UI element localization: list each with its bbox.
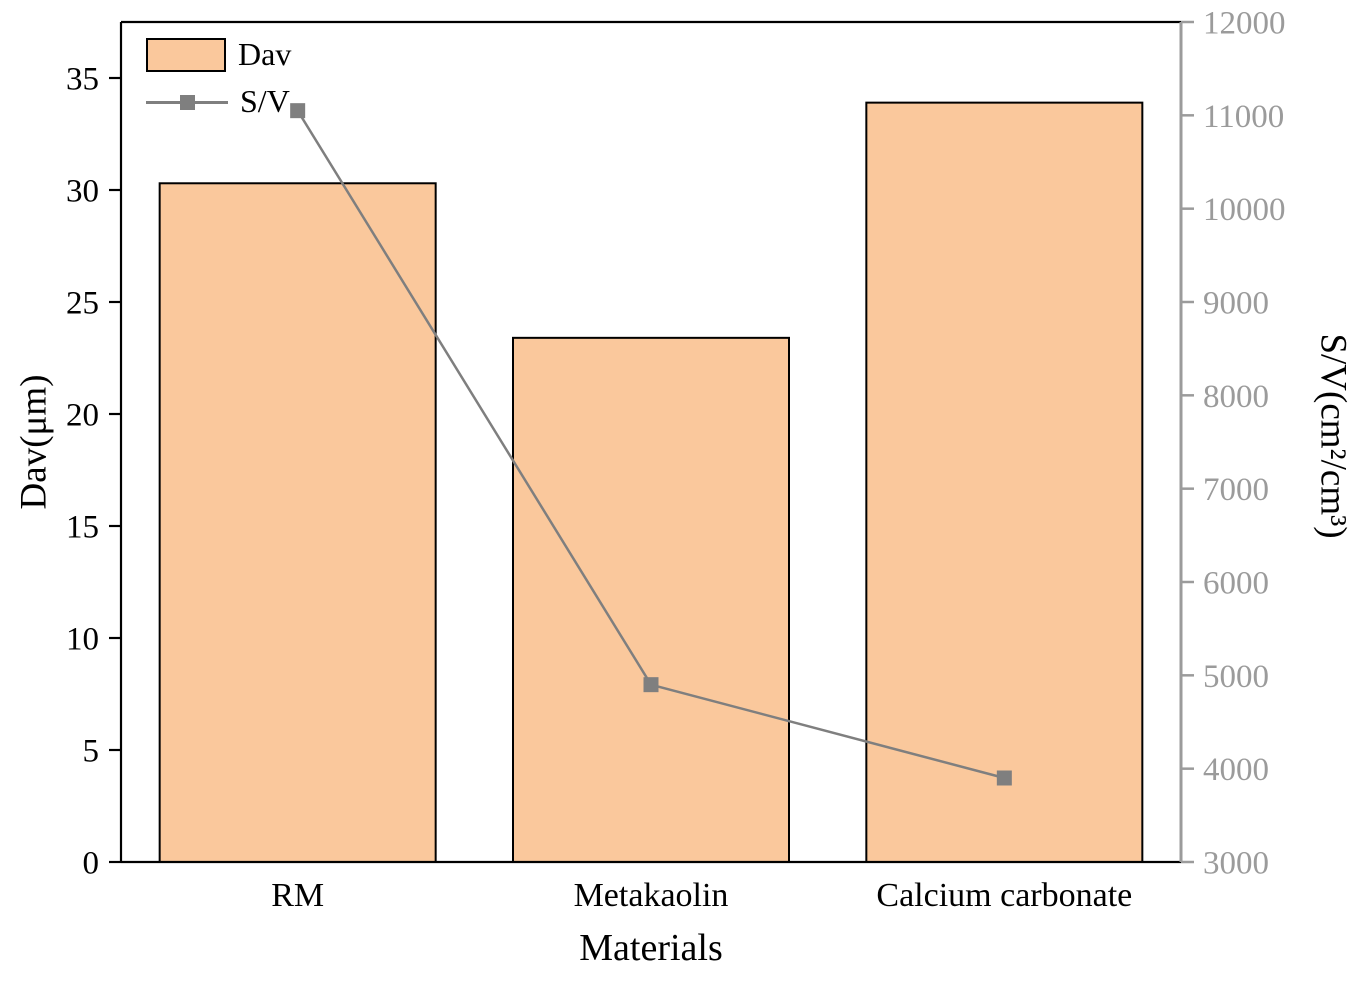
bar-rm <box>158 182 437 863</box>
sv-marker-rm <box>290 103 306 119</box>
x-axis-title: Materials <box>579 927 723 969</box>
left-tick-label: 15 <box>66 510 99 546</box>
right-tick-label: 4000 <box>1203 752 1269 788</box>
sv-marker-calcium-carbonate <box>996 770 1012 786</box>
left-tick-label: 0 <box>83 846 100 882</box>
left-tick-label: 10 <box>66 622 99 658</box>
right-tick-label: 5000 <box>1203 659 1269 695</box>
sv-marker-metakaolin <box>643 677 659 693</box>
bar-swatch-icon <box>146 37 226 72</box>
left-axis-title: Dav(μm) <box>13 374 55 510</box>
left-tick-label: 35 <box>66 62 99 98</box>
right-tick-label: 6000 <box>1203 566 1269 602</box>
right-tick-label: 12000 <box>1203 6 1286 42</box>
right-tick-label: 7000 <box>1203 472 1269 508</box>
x-tick-label-rm: RM <box>271 877 324 914</box>
right-axis-title: S/V(cm²/cm³) <box>1312 333 1354 539</box>
legend-label-dav: Dav <box>238 36 292 72</box>
left-tick-label: 5 <box>83 734 100 770</box>
square-marker-icon <box>180 94 195 110</box>
right-tick-label: 10000 <box>1203 192 1286 228</box>
left-tick-label: 20 <box>66 398 99 434</box>
bar-metakaolin <box>512 336 790 863</box>
right-tick-label: 11000 <box>1203 99 1284 135</box>
legend-item-sv: S/V <box>146 83 291 120</box>
legend-label-sv: S/V <box>240 83 290 119</box>
x-tick-label-calcium-carbonate: Calcium carbonate <box>876 877 1132 914</box>
right-tick-label: 3000 <box>1203 846 1269 882</box>
right-tick-label: 8000 <box>1203 379 1269 415</box>
bar-calcium-carbonate <box>865 101 1144 863</box>
right-tick-label: 9000 <box>1203 286 1269 322</box>
line-marker-swatch-icon <box>146 85 228 119</box>
legend-item-dav: Dav <box>146 36 291 73</box>
left-tick-label: 30 <box>66 174 99 210</box>
left-tick-label: 25 <box>66 286 99 322</box>
legend: Dav S/V <box>146 36 291 120</box>
x-tick-label-metakaolin: Metakaolin <box>574 877 729 914</box>
